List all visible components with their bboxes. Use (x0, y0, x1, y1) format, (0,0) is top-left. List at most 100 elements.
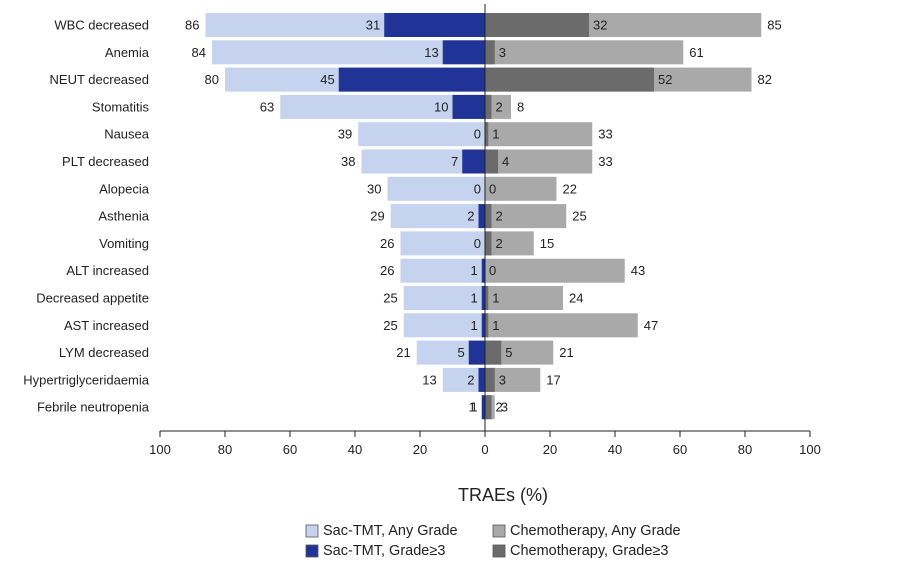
category-label: Vomiting (99, 236, 149, 251)
legend-swatch (305, 524, 319, 538)
value-label-sac-tmt-grade3: 2 (467, 209, 474, 224)
value-label-chemo-any-grade: 15 (540, 236, 554, 251)
category-label: Stomatitis (92, 99, 150, 114)
bar-chemo-grade3 (485, 395, 492, 420)
bar-sac-tmt-any-grade (400, 231, 485, 256)
value-label-sac-tmt-grade3: 0 (474, 236, 481, 251)
bar-chemo-grade3 (485, 122, 489, 147)
x-tick-label: 0 (481, 442, 488, 457)
category-label: Asthenia (98, 209, 149, 224)
bar-sac-tmt-any-grade (403, 313, 485, 338)
bar-sac-tmt-any-grade (400, 258, 485, 283)
value-label-sac-tmt-any-grade: 80 (205, 72, 219, 87)
bar-sac-tmt-grade3 (442, 40, 485, 65)
bar-sac-tmt-grade3 (468, 340, 485, 365)
value-label-chemo-grade3: 1 (492, 291, 499, 306)
value-label-sac-tmt-any-grade: 63 (260, 99, 274, 114)
bar-sac-tmt-grade3 (481, 395, 485, 420)
value-label-chemo-any-grade: 17 (546, 372, 560, 387)
value-label-sac-tmt-any-grade: 38 (341, 154, 355, 169)
value-label-sac-tmt-any-grade: 21 (396, 345, 410, 360)
category-label: Hypertriglyceridaemia (23, 372, 149, 387)
bar-chemo-grade3 (485, 340, 502, 365)
value-label-chemo-grade3: 1 (492, 127, 499, 142)
category-label: Nausea (104, 127, 150, 142)
value-label-sac-tmt-grade3: 7 (451, 154, 458, 169)
value-label-sac-tmt-any-grade: 29 (370, 209, 384, 224)
value-label-sac-tmt-grade3: 45 (320, 72, 334, 87)
x-tick-label: 100 (149, 442, 171, 457)
category-label: Febrile neutropenia (37, 400, 150, 415)
category-label: LYM decreased (59, 345, 149, 360)
value-label-chemo-grade3: 1 (492, 318, 499, 333)
value-label-sac-tmt-grade3: 1 (471, 318, 478, 333)
bar-chemo-grade3 (485, 149, 498, 174)
value-label-chemo-any-grade: 85 (767, 18, 781, 33)
value-label-chemo-grade3: 3 (499, 372, 506, 387)
x-tick-label: 20 (413, 442, 427, 457)
bar-chemo-any-grade (485, 231, 534, 256)
value-label-sac-tmt-grade3: 5 (458, 345, 465, 360)
value-label-sac-tmt-any-grade: 39 (338, 127, 352, 142)
bar-chemo-any-grade (485, 149, 593, 174)
bar-sac-tmt-any-grade (280, 94, 485, 119)
bar-sac-tmt-grade3 (478, 204, 485, 229)
category-label: WBC decreased (54, 18, 149, 33)
value-label-chemo-any-grade: 61 (689, 45, 703, 60)
x-tick-label: 40 (608, 442, 622, 457)
legend-swatch (492, 524, 506, 538)
value-label-chemo-any-grade: 24 (569, 291, 583, 306)
legend-label: Sac-TMT, Grade≥3 (323, 543, 445, 559)
value-label-sac-tmt-any-grade: 30 (367, 181, 381, 196)
bar-sac-tmt-grade3 (338, 67, 485, 92)
category-label: PLT decreased (62, 154, 149, 169)
category-label: AST increased (64, 318, 149, 333)
x-tick-label: 80 (738, 442, 752, 457)
value-label-sac-tmt-grade3: 31 (366, 18, 380, 33)
x-tick-label: 40 (348, 442, 362, 457)
category-label: ALT increased (66, 263, 149, 278)
value-label-sac-tmt-any-grade: 26 (380, 236, 394, 251)
value-label-sac-tmt-any-grade: 13 (422, 372, 436, 387)
bar-sac-tmt-grade3 (478, 367, 485, 392)
bar-sac-tmt-grade3 (481, 286, 485, 310)
x-axis-label: TRAEs (%) (458, 485, 548, 505)
bar-chemo-grade3 (485, 13, 589, 37)
x-tick-label: 20 (543, 442, 557, 457)
bar-sac-tmt-any-grade (390, 204, 485, 229)
value-label-chemo-any-grade: 21 (559, 345, 573, 360)
value-label-sac-tmt-grade3: 2 (467, 372, 474, 387)
legend: Sac-TMT, Any Grade Chemotherapy, Any Grad… (305, 523, 681, 559)
bar-chemo-any-grade (485, 204, 567, 229)
value-label-sac-tmt-any-grade: 1 (469, 400, 476, 415)
value-label-chemo-any-grade: 47 (644, 318, 658, 333)
bar-chemo-grade3 (485, 204, 492, 229)
bar-sac-tmt-any-grade (442, 367, 485, 392)
value-label-chemo-grade3: 2 (496, 99, 503, 114)
bar-chemo-grade3 (485, 231, 492, 256)
legend-label: Chemotherapy, Any Grade (510, 523, 681, 539)
bars-layer (205, 13, 762, 420)
x-tick-label: 60 (283, 442, 297, 457)
bar-sac-tmt-any-grade (403, 286, 485, 310)
bar-chemo-any-grade (485, 258, 625, 283)
bar-chemo-any-grade (485, 176, 557, 201)
value-label-chemo-grade3: 2 (496, 209, 503, 224)
value-label-sac-tmt-grade3: 13 (424, 45, 438, 60)
value-label-chemo-any-grade: 82 (758, 72, 772, 87)
value-label-chemo-grade3: 0 (489, 263, 496, 278)
bar-sac-tmt-any-grade (358, 122, 485, 147)
x-tick-label: 80 (218, 442, 232, 457)
value-label-sac-tmt-grade3: 0 (474, 127, 481, 142)
value-label-chemo-any-grade: 3 (501, 400, 508, 415)
value-label-sac-tmt-grade3: 0 (474, 181, 481, 196)
legend-swatch (305, 544, 319, 558)
category-label: Anemia (105, 45, 150, 60)
value-label-chemo-grade3: 32 (593, 18, 607, 33)
value-label-chemo-grade3: 3 (499, 45, 506, 60)
value-label-chemo-any-grade: 22 (563, 181, 577, 196)
bar-chemo-grade3 (485, 313, 489, 338)
bar-chemo-grade3 (485, 94, 492, 119)
bar-sac-tmt-grade3 (481, 313, 485, 338)
